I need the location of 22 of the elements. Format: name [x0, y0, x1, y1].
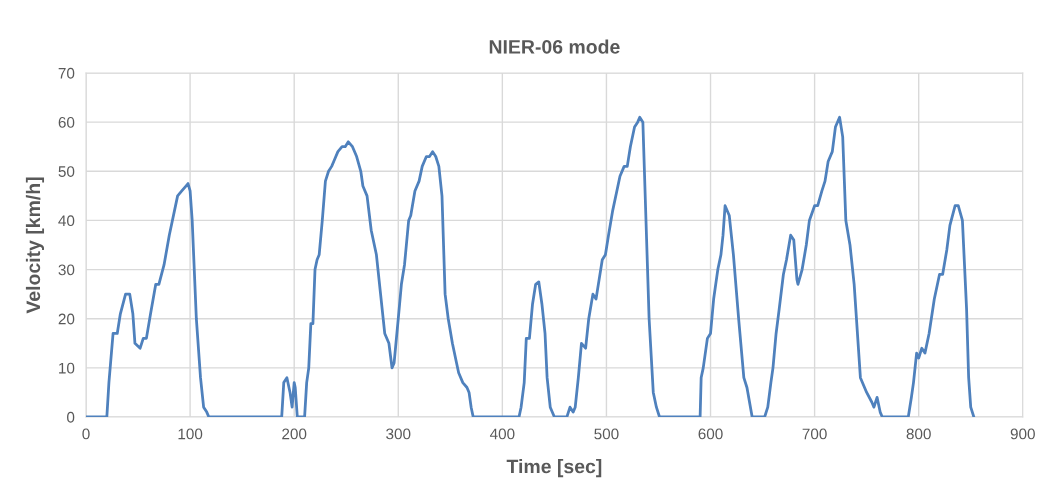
x-tick-label: 700 [802, 428, 827, 440]
line-series [86, 115, 976, 417]
x-tick-label: 500 [594, 428, 619, 440]
chart-title: NIER-06 mode [489, 39, 620, 54]
x-tick-label: 600 [698, 428, 723, 440]
y-tick-label: 0 [67, 411, 75, 423]
y-tick-label: 10 [59, 362, 75, 374]
y-tick-label: 40 [58, 215, 75, 227]
x-tick-label: 400 [489, 428, 515, 440]
x-tick-label: 900 [1010, 428, 1035, 440]
x-tick-label: 300 [386, 428, 411, 440]
y-tick-label: 20 [58, 313, 75, 325]
y-axis-title: Velocity [km/h] [25, 177, 45, 314]
y-tick-label: 30 [58, 264, 75, 276]
x-tick-label: 800 [906, 428, 931, 440]
y-tick-label: 60 [58, 117, 75, 128]
x-axis-title: Time [sec] [506, 459, 602, 478]
y-tick-label: 50 [58, 166, 75, 177]
x-tick-label: 0 [82, 428, 90, 440]
y-tick-label: 70 [58, 67, 75, 79]
x-tick-label: 200 [282, 428, 307, 440]
x-tick-label: 100 [178, 428, 203, 440]
